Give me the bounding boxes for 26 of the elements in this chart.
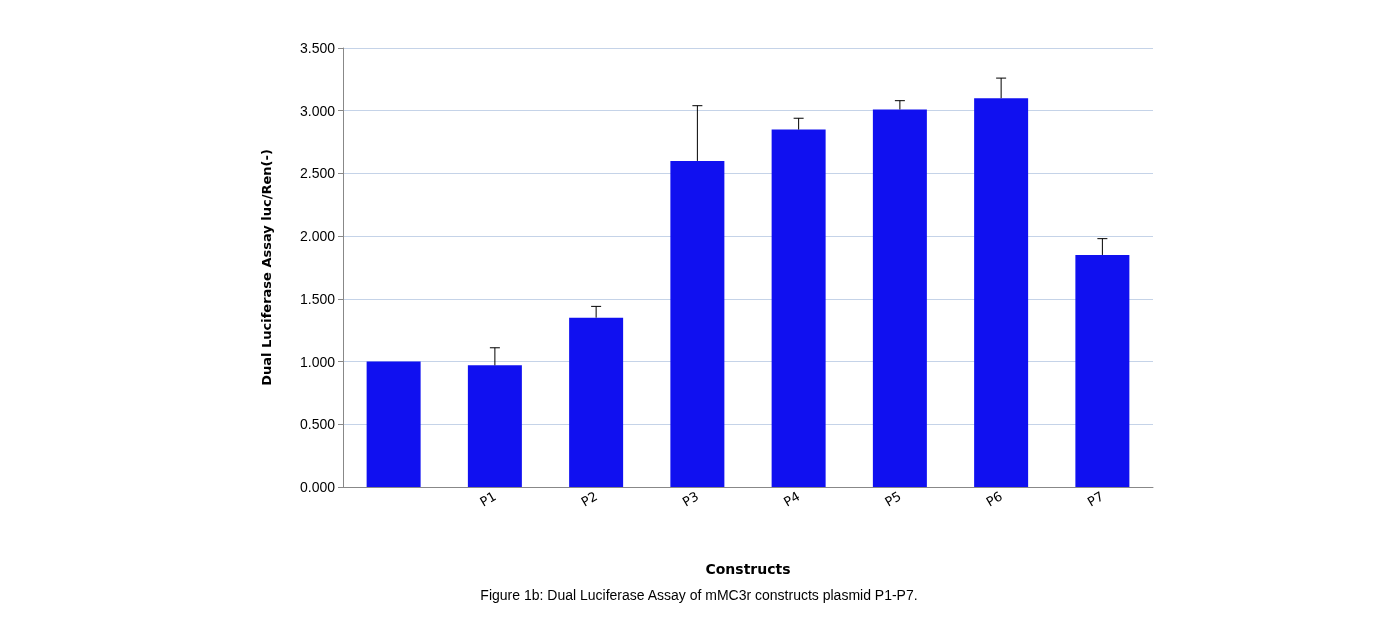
y-axis-title: Dual Luciferase Assay luc/Ren(-) (259, 149, 274, 386)
caption: Figure 1b: Dual Luciferase Assay of mMC3r constructs plasmid P1-P7. (479, 587, 919, 603)
x-tick-label: P2 (578, 488, 600, 510)
bar (1075, 254, 1130, 487)
x-tick-label: P1 (477, 488, 499, 510)
bar (670, 160, 725, 487)
x-tick-label: P5 (882, 488, 904, 510)
x-axis-title: Constructs (705, 561, 791, 577)
bar (771, 129, 826, 487)
bar (467, 365, 522, 487)
x-tick-label: P7 (1084, 488, 1107, 510)
x-tick-label: P4 (780, 488, 803, 510)
y-tick-label: 3.000 (299, 102, 336, 119)
x-tick-label: P6 (983, 488, 1005, 510)
y-tick-label: 2.000 (299, 228, 336, 245)
y-tick-label: 2.500 (299, 165, 336, 182)
y-tick-label: 1.500 (299, 290, 336, 307)
y-tick-label: 1.000 (299, 353, 336, 370)
bar (366, 361, 421, 487)
y-tick-label: 0.000 (299, 479, 336, 495)
x-tick-label: P3 (679, 488, 702, 510)
bar (569, 317, 624, 487)
y-tick-label: 0.500 (299, 416, 336, 433)
y-tick-label: 3.500 (299, 40, 336, 56)
bar (872, 109, 927, 487)
bar (974, 98, 1029, 487)
